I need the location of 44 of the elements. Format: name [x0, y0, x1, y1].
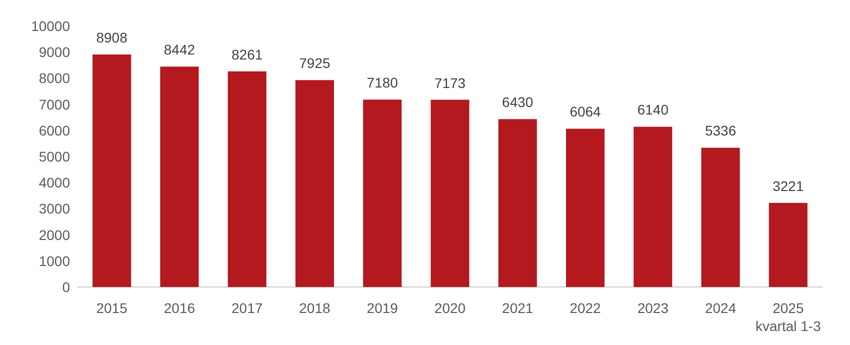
bar	[768, 202, 808, 287]
data-label: 8261	[232, 46, 263, 62]
y-tick-label: 0	[62, 279, 70, 295]
y-tick-label: 1000	[38, 252, 70, 269]
y-tick-label: 4000	[38, 174, 70, 191]
y-tick-label: 8000	[38, 70, 70, 86]
bar	[363, 100, 402, 287]
data-label: 6140	[637, 102, 669, 118]
x-tick-label: 2018	[299, 300, 331, 316]
x-tick-label: 2015	[96, 300, 128, 316]
x-tick-label: 2024	[704, 300, 736, 316]
data-label: 7925	[299, 55, 331, 72]
data-label: 6430	[502, 94, 534, 110]
bar	[228, 71, 266, 287]
data-label: 8442	[164, 42, 196, 58]
data-label: 7180	[366, 74, 398, 91]
bar	[701, 148, 740, 287]
y-tick-label: 2000	[38, 226, 70, 243]
x-tick-label: 2021	[502, 300, 534, 316]
data-label: 7173	[434, 74, 466, 91]
bar	[92, 54, 132, 287]
y-tick-label: 9000	[38, 44, 70, 60]
x-tick-label: 2019	[366, 300, 398, 316]
bar	[430, 100, 470, 287]
bar	[160, 66, 199, 287]
y-tick-label: 3000	[38, 200, 70, 217]
x-tick-label: 2023	[637, 300, 669, 316]
bar	[634, 126, 672, 287]
y-tick-label: 7000	[38, 96, 70, 112]
y-tick-label: 10000	[31, 18, 70, 34]
x-tick-label: 2016	[164, 300, 196, 316]
x-tick-label: 2017	[232, 300, 263, 316]
bar	[566, 128, 605, 287]
bar	[498, 119, 537, 287]
data-label: 8908	[96, 30, 128, 46]
bar	[295, 80, 334, 287]
y-tick-label: 5000	[38, 148, 70, 164]
x-tick-label: 2025 kvartal 1-3	[756, 300, 822, 334]
x-tick-label: 2020	[434, 300, 466, 316]
x-tick-label: 2022	[570, 300, 602, 316]
data-label: 5336	[704, 122, 736, 139]
data-label: 3221	[772, 178, 804, 194]
y-tick-label: 6000	[38, 122, 70, 138]
data-label: 6064	[570, 104, 602, 120]
